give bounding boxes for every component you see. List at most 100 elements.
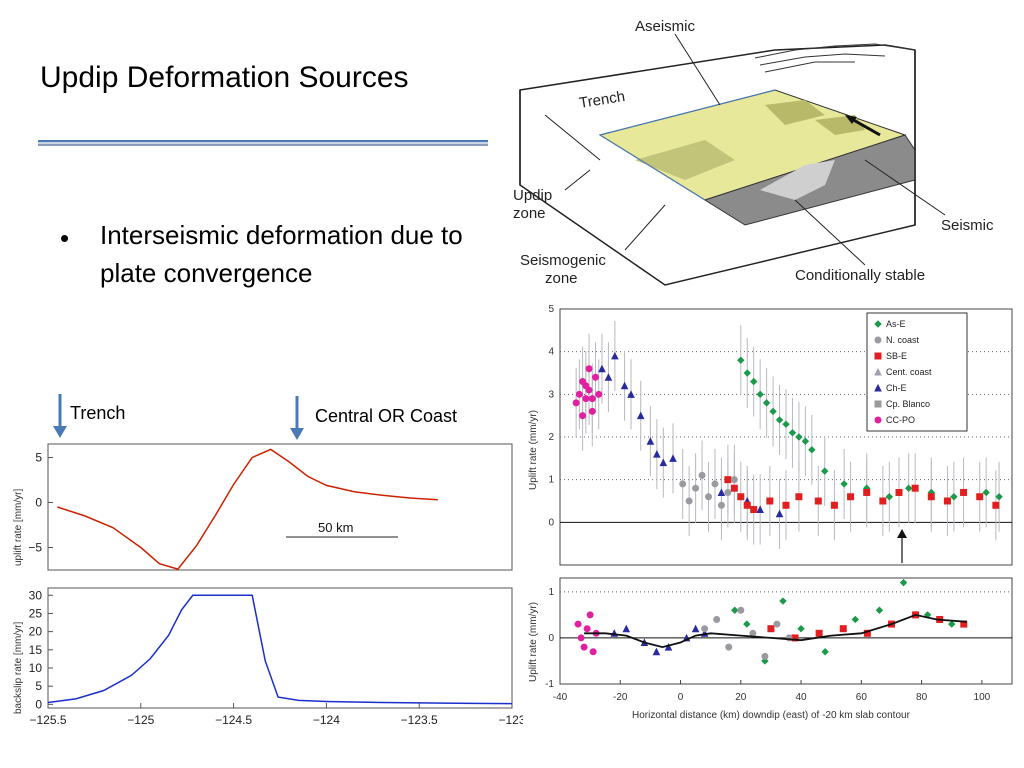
- data-point: [756, 505, 764, 514]
- y-tick-label: 4: [548, 347, 554, 358]
- data-point: [646, 437, 655, 445]
- legend-marker: [874, 400, 882, 408]
- data-point: [750, 506, 758, 514]
- legend-marker: [874, 383, 882, 392]
- backslip-series-line: [47, 594, 513, 705]
- data-point: [588, 395, 596, 403]
- label-seismogenic-line1: Seismogenic: [520, 252, 606, 269]
- y-axis-label: Uplift rate (mm/yr): [528, 602, 539, 682]
- observed-uplift-chart: 0 1 2 3 4 5 As-E N. coast SB-E Cent. coast Ch-E Cp…: [528, 305, 1013, 566]
- data-point: [575, 390, 583, 398]
- legend-label: Cent. coast: [886, 367, 932, 377]
- data-point: [960, 488, 968, 496]
- data-point: [717, 501, 725, 509]
- x-tick-label: −125.5: [29, 713, 66, 727]
- y-tick-label: 0: [35, 496, 42, 510]
- legend-box: [866, 312, 968, 432]
- data-point: [585, 365, 593, 373]
- data-point: [808, 446, 816, 454]
- x-tick-label: 20: [735, 692, 747, 703]
- legend-label: Ch-E: [886, 383, 907, 393]
- data-point: [652, 647, 661, 656]
- x-tick-label: -40: [553, 692, 568, 703]
- data-point: [762, 399, 771, 407]
- x-tick-label: −124: [313, 713, 340, 727]
- bullet-text: Interseismic deformation due to plate co…: [100, 220, 463, 288]
- y-tick-label: -1: [545, 679, 554, 690]
- data-point: [592, 373, 600, 381]
- conditionally-stable-zone: [760, 160, 835, 200]
- legend-label: N. coast: [886, 335, 920, 345]
- coast-arrow-icon: [290, 396, 304, 440]
- data-point: [724, 476, 732, 484]
- y-tick-label: 1: [548, 475, 554, 486]
- label-aseismic: Aseismic: [635, 18, 696, 35]
- y-tick-label: 5: [35, 451, 42, 465]
- data-point: [724, 488, 732, 496]
- data-point: [730, 484, 738, 492]
- data-point: [579, 412, 587, 420]
- legend-marker: [874, 320, 882, 328]
- y-axis-label: uplift rate [mm/yr]: [13, 489, 24, 566]
- data-point: [743, 369, 751, 377]
- data-point: [797, 624, 805, 633]
- data-point: [705, 493, 713, 501]
- trench-label: Trench: [70, 403, 126, 423]
- data-point: [795, 433, 803, 441]
- x-tick-label: 60: [856, 692, 868, 703]
- data-point: [698, 471, 706, 479]
- data-point: [701, 625, 709, 633]
- data-point: [950, 493, 958, 501]
- data-point: [743, 501, 751, 509]
- data-point: [691, 624, 700, 633]
- data-point: [801, 437, 810, 445]
- data-point: [582, 395, 590, 403]
- x-tick-label: 100: [974, 692, 991, 703]
- data-point: [580, 643, 588, 651]
- x-tick-label: 80: [916, 692, 928, 703]
- label-seismic: Seismic: [941, 217, 994, 234]
- y-tick-label: 2: [548, 432, 554, 443]
- data-point: [574, 620, 582, 628]
- data-point: [725, 643, 733, 651]
- y-tick-label: 15: [29, 643, 43, 657]
- data-point: [815, 629, 823, 637]
- x-tick-label: -20: [613, 692, 628, 703]
- data-point: [948, 620, 956, 628]
- data-point: [664, 643, 673, 651]
- data-point: [737, 493, 745, 501]
- x-axis-label: Horizontal distance (km) downdip (east) …: [632, 710, 911, 721]
- smoothed-uplift-chart: -1 0 1 -40 -20 0 20 40 60 80 100 Uplift rate (mm/y…: [528, 577, 1013, 721]
- y-tick-label: 3: [548, 389, 554, 400]
- x-tick-label: −123.5: [401, 713, 438, 727]
- data-point: [840, 480, 848, 488]
- plot-frame: [47, 443, 513, 571]
- legend-marker: [874, 416, 882, 424]
- data-point: [577, 634, 585, 642]
- data-point: [782, 501, 790, 509]
- reference-arrowhead: [897, 529, 907, 538]
- legend-label: CC-PO: [886, 415, 915, 425]
- data-point: [773, 620, 781, 628]
- y-tick-label: 1: [548, 587, 554, 598]
- data-point: [730, 476, 738, 484]
- data-point: [927, 493, 935, 501]
- data-point: [583, 625, 591, 633]
- model-backslip-chart: 0 5 10 15 20 25 30 −125.5 −125 −124.5 −124 −123.5 −1…: [13, 587, 523, 727]
- legend-marker: [874, 367, 882, 376]
- plot-frame: [559, 577, 1013, 685]
- model-uplift-chart: 5 0 −5 50 km uplift rate [mm/yr]: [13, 443, 513, 571]
- y-tick-label: 30: [29, 588, 43, 602]
- y-tick-label: 0: [548, 633, 554, 644]
- y-tick-label: 0: [35, 697, 42, 711]
- data-point: [743, 620, 751, 628]
- legend-marker: [874, 352, 882, 360]
- data-point: [737, 606, 745, 614]
- data-point: [586, 611, 594, 619]
- data-point: [814, 497, 822, 505]
- data-point: [685, 497, 693, 505]
- legend-label: Cp. Blanco: [886, 399, 930, 409]
- data-point: [769, 407, 777, 416]
- data-point: [830, 501, 838, 509]
- data-point: [821, 467, 829, 475]
